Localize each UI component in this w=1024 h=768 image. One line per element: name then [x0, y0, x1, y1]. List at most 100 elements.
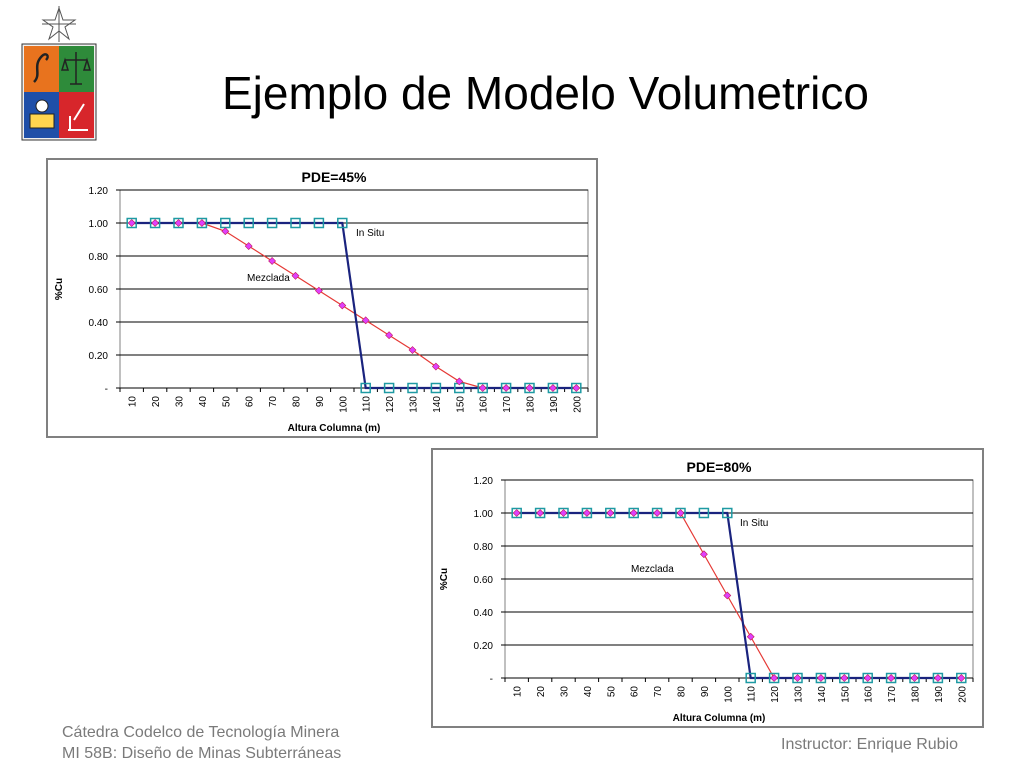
x-tick-label: 110: [747, 686, 758, 702]
in-situ-point: [932, 672, 944, 684]
in-situ-point: [628, 507, 639, 519]
mezclada-point: [431, 362, 440, 371]
y-tick-label: -: [490, 674, 493, 685]
mezclada-point: [536, 509, 545, 517]
in-situ-point: [173, 217, 184, 229]
mezclada-point: [151, 219, 160, 227]
x-tick-label: 10: [128, 396, 139, 408]
in-situ-point: [337, 217, 348, 229]
x-tick-label: 180: [911, 686, 922, 703]
in-situ-point: [862, 672, 873, 684]
mezclada-point: [606, 509, 615, 517]
x-tick-label: 120: [770, 686, 781, 703]
mezclada-point: [910, 674, 919, 682]
mezclada-point: [793, 674, 802, 682]
mezclada-point: [361, 316, 370, 325]
x-tick-label: 40: [198, 396, 209, 408]
mezclada-point: [512, 509, 521, 517]
in-situ-point: [956, 672, 967, 684]
in-situ-point: [885, 672, 897, 684]
instructor-label: Instructor: Enrique Rubio: [781, 736, 958, 753]
x-axis-label: Altura Columna (m): [673, 713, 766, 724]
mezclada-point: [221, 227, 230, 236]
x-tick-label: 60: [630, 686, 641, 698]
x-tick-label: 200: [572, 396, 583, 413]
y-tick-label: 0.60: [474, 575, 494, 586]
y-tick-label: 0.60: [89, 285, 109, 296]
mezclada-point: [478, 384, 487, 392]
x-tick-label: 200: [957, 686, 968, 703]
x-tick-label: 160: [864, 686, 875, 703]
mezclada-point: [408, 346, 417, 354]
x-tick-label: 70: [653, 686, 664, 698]
x-tick-label: 80: [292, 396, 303, 408]
y-tick-label: 0.20: [474, 641, 494, 652]
series-label-in-situ: In Situ: [740, 518, 768, 529]
in-situ-point: [383, 382, 395, 394]
x-tick-label: 50: [606, 686, 617, 698]
x-tick-label: 70: [268, 396, 279, 408]
x-tick-label: 190: [934, 686, 945, 703]
x-tick-label: 120: [385, 396, 396, 413]
in-situ-point: [534, 507, 546, 519]
mezclada-point: [699, 550, 708, 559]
in-situ-point: [524, 382, 535, 394]
x-tick-label: 130: [409, 396, 420, 413]
x-tick-label: 140: [432, 396, 443, 413]
in-situ-point: [547, 382, 559, 394]
x-axis-label: Altura Columna (m): [288, 423, 381, 434]
mezclada-point: [455, 377, 464, 386]
chart-title: PDE=80%: [687, 459, 753, 475]
in-situ-point: [571, 382, 582, 394]
y-tick-label: 0.80: [89, 252, 109, 263]
x-tick-label: 150: [840, 686, 851, 703]
y-tick-label: 1.20: [89, 186, 109, 197]
chart-pde-80-svg: - 0.20 0.40 0.60 0.80 1.00 1.20 10 20 30 40 50 60 70 8…: [439, 459, 974, 724]
chart-pde-80: - 0.20 0.40 0.60 0.80 1.00 1.20 10 20 30 40 50 60 70 8…: [431, 448, 984, 728]
in-situ-point: [909, 672, 920, 684]
y-tick-label: 0.80: [474, 542, 494, 553]
mezclada-point: [291, 271, 300, 280]
x-tick-label: 30: [560, 686, 571, 698]
in-situ-point: [360, 382, 371, 394]
mezclada-point: [572, 384, 581, 392]
mezclada-point: [559, 509, 568, 517]
in-situ-point: [558, 507, 569, 519]
x-tick-label: 190: [549, 396, 560, 413]
x-tick-label: 110: [362, 396, 373, 412]
mezclada-point: [723, 591, 732, 600]
in-situ-point: [675, 507, 686, 519]
x-tick-label: 140: [817, 686, 828, 703]
x-tick-label: 150: [455, 396, 466, 413]
y-tick-label: 1.20: [474, 476, 494, 487]
in-situ-point: [477, 382, 488, 394]
mezclada-point: [746, 632, 755, 641]
in-situ-point: [313, 217, 325, 229]
in-situ-point: [815, 672, 827, 684]
x-tick-label: 170: [502, 396, 513, 413]
chart-title: PDE=45%: [302, 169, 368, 185]
in-situ-point: [792, 672, 803, 684]
in-situ-point: [511, 507, 522, 519]
mezclada-point: [887, 674, 896, 682]
mezclada-point: [502, 384, 511, 392]
mezclada-point: [338, 301, 347, 310]
mezclada-point: [629, 509, 638, 517]
mezclada-point: [127, 219, 136, 227]
footer-line-2: MI 58B: Diseño de Minas Subterráneas: [62, 745, 342, 762]
y-tick-label: 1.00: [474, 509, 494, 520]
in-situ-point: [605, 507, 616, 519]
in-situ-point: [698, 507, 710, 519]
mezclada-point: [653, 509, 662, 517]
x-tick-label: 60: [245, 396, 256, 408]
mezclada-point: [840, 674, 849, 682]
mezclada-point: [676, 509, 685, 517]
x-tick-label: 180: [526, 396, 537, 413]
in-situ-point: [196, 217, 208, 229]
in-situ-point: [430, 382, 442, 394]
in-situ-point: [651, 507, 663, 519]
in-situ-point: [407, 382, 418, 394]
mezclada-point: [268, 257, 277, 265]
y-tick-label: 0.40: [474, 608, 494, 619]
mezclada-point: [385, 331, 394, 340]
